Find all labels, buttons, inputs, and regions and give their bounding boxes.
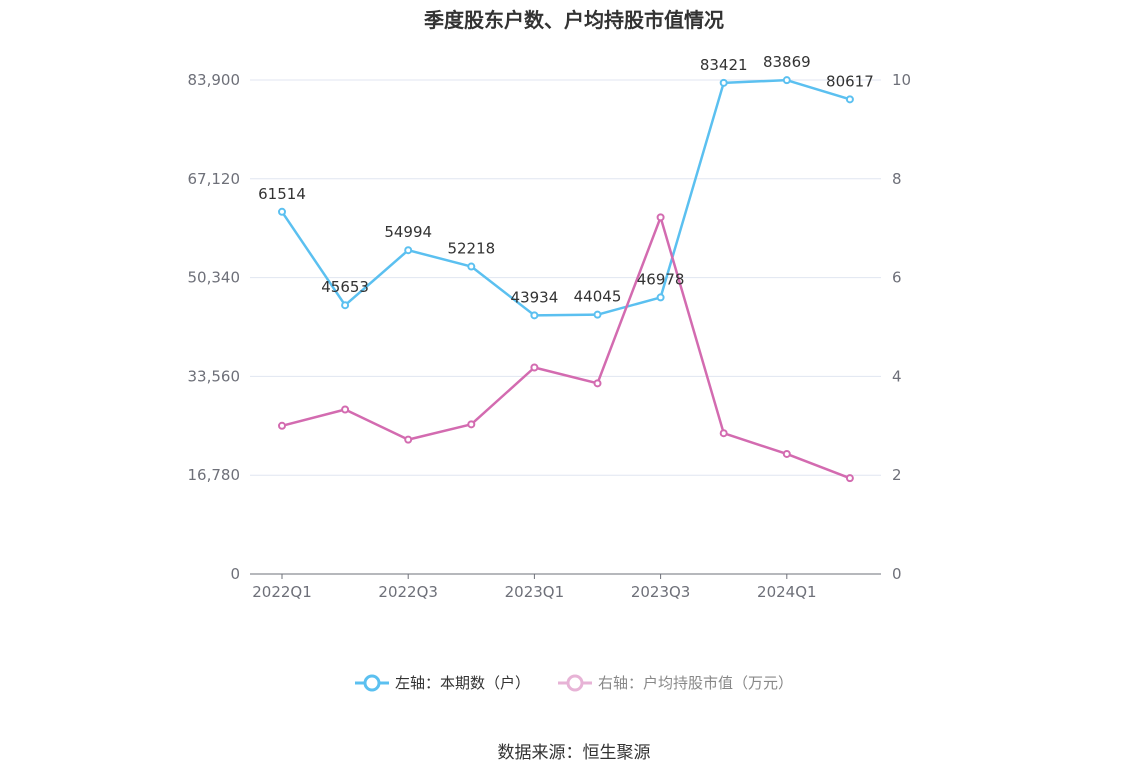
- series-point-0: [530, 311, 539, 320]
- chart-title: 季度股东户数、户均持股市值情况: [424, 8, 724, 32]
- y-right-tick-label: 4: [892, 367, 902, 385]
- data-label: 61514: [258, 185, 306, 203]
- x-tick-label: 2023Q1: [505, 583, 565, 601]
- series-point-0: [656, 293, 665, 302]
- legend: 左轴：本期数（户） 右轴：户均持股市值（万元）: [0, 672, 1148, 693]
- x-tick-label: 2023Q3: [631, 583, 691, 601]
- series-point-1: [278, 421, 286, 430]
- y-right-tick-label: 8: [892, 170, 902, 188]
- legend-item-avg-value[interactable]: 右轴：户均持股市值（万元）: [558, 672, 793, 693]
- legend-label-households: 左轴：本期数（户）: [394, 674, 530, 692]
- series-point-1: [341, 405, 350, 414]
- data-label: 54994: [384, 223, 432, 241]
- y-right-tick-label: 10: [892, 71, 911, 89]
- series-lines: [278, 76, 854, 483]
- series-point-1: [845, 474, 854, 483]
- legend-label-avg-value: 右轴：户均持股市值（万元）: [598, 674, 794, 692]
- y-left-tick-label: 67,120: [188, 170, 241, 188]
- series-point-1: [404, 435, 413, 444]
- y-left-tick-label: 83,900: [188, 71, 241, 89]
- series-point-0: [782, 76, 791, 85]
- series-line-1: [281, 216, 851, 480]
- series-point-1: [719, 429, 728, 438]
- axes: 0 0 16,780 2 33,560 4 50,340 6 67,120 8 83,900 10 20…: [188, 71, 912, 601]
- series-point-1: [656, 213, 665, 222]
- series-point-0: [341, 301, 350, 310]
- data-label: 45653: [321, 278, 369, 296]
- y-left-tick-label: 33,560: [188, 367, 241, 385]
- series-point-1: [782, 449, 791, 458]
- series-point-0: [593, 310, 602, 319]
- chart-canvas: 0 0 16,780 2 33,560 4 50,340 6 67,120 8 83,900 10 20…: [188, 53, 912, 601]
- y-right-tick-label: 2: [892, 466, 902, 484]
- data-label: 83421: [700, 56, 748, 74]
- x-tick-label: 2024Q1: [757, 583, 817, 601]
- data-label: 83869: [763, 53, 811, 71]
- data-label: 46978: [637, 270, 685, 288]
- series-point-1: [530, 363, 539, 372]
- data-labels: 61514 45653 54994 52218 43934 44045 46978 83421…: [258, 53, 874, 306]
- legend-item-households[interactable]: 左轴：本期数（户）: [354, 672, 530, 693]
- x-tick-label: 2022Q3: [378, 583, 438, 601]
- y-right-tick-label: 0: [892, 565, 902, 583]
- series-point-1: [467, 420, 476, 429]
- x-tick-label: 2022Q1: [252, 583, 312, 601]
- series-point-0: [404, 246, 413, 255]
- data-label: 44045: [574, 288, 622, 306]
- legend-marker-households: [354, 674, 389, 691]
- y-right-tick-label: 6: [892, 269, 902, 287]
- legend-marker-avg-value: [558, 674, 592, 691]
- series-point-0: [719, 78, 728, 87]
- data-label: 43934: [511, 288, 559, 306]
- y-left-tick-label: 16,780: [188, 466, 241, 484]
- data-source: 数据来源：恒生聚源: [497, 743, 651, 763]
- data-label: 52218: [447, 240, 495, 258]
- series-point-0: [845, 95, 854, 104]
- series-point-0: [278, 207, 286, 216]
- series-point-1: [593, 379, 602, 388]
- series-point-0: [467, 262, 476, 271]
- y-left-tick-label: 0: [230, 565, 240, 583]
- data-label: 80617: [826, 72, 874, 90]
- series-line-0: [280, 78, 851, 317]
- y-left-tick-label: 50,340: [188, 269, 241, 287]
